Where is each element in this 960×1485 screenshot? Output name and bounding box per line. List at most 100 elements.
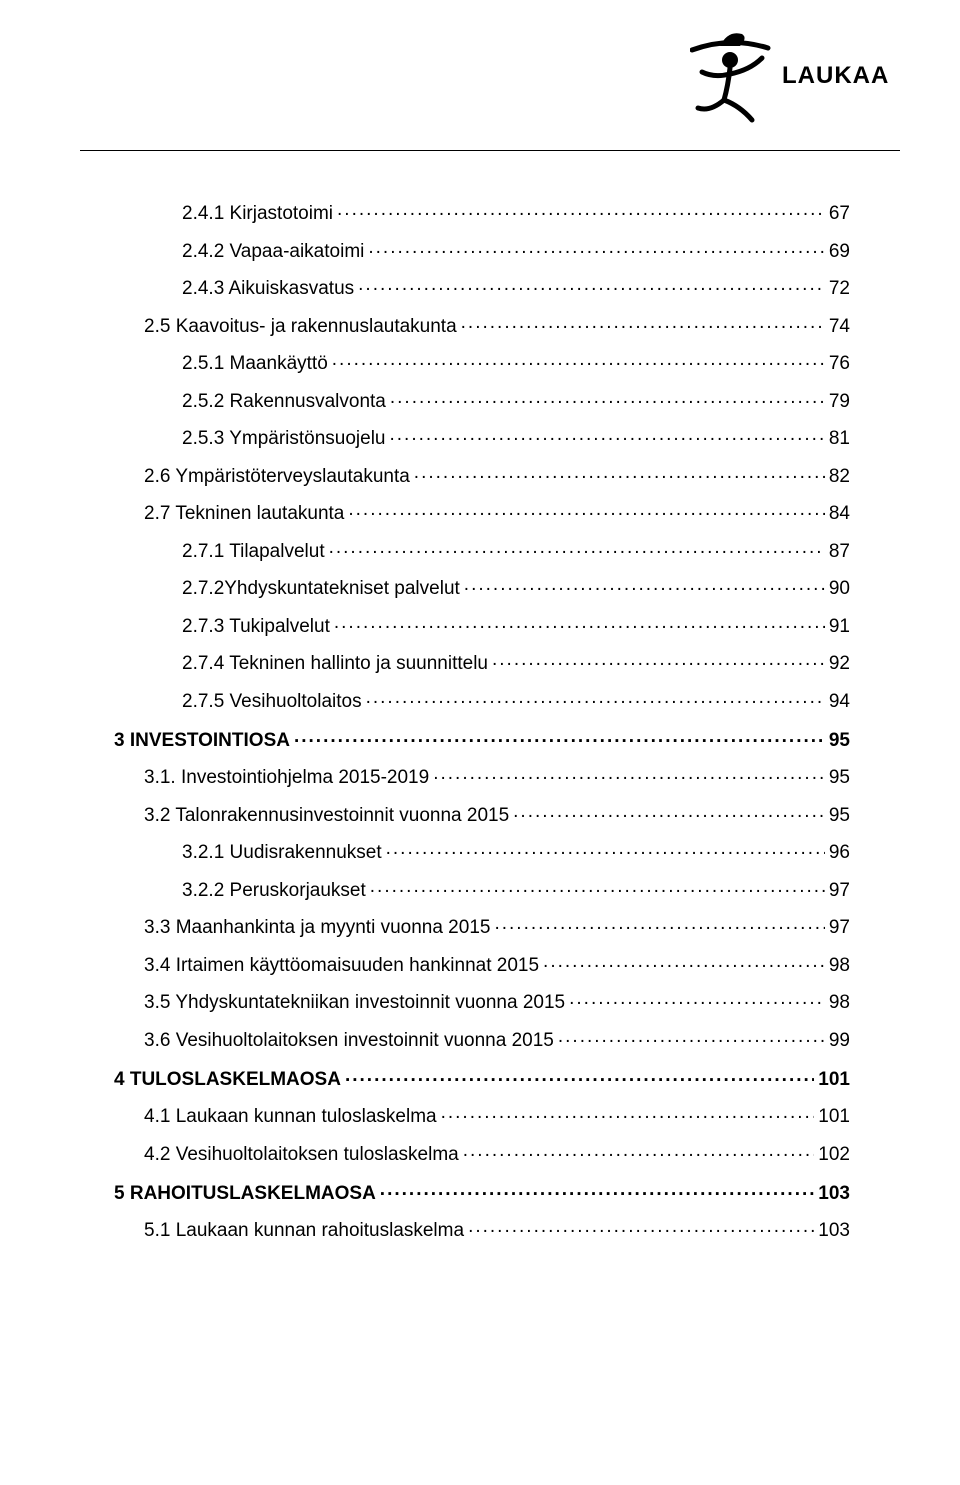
toc-leader-dots xyxy=(332,350,825,369)
toc-entry-label: 3.2 Talonrakennusinvestoinnit vuonna 201… xyxy=(144,806,509,825)
toc-entry: 2.4.2 Vapaa-aikatoimi69 xyxy=(182,238,850,261)
toc-entry-label: 2.7.3 Tukipalvelut xyxy=(182,617,330,636)
toc-entry-label: 2.7.4 Tekninen hallinto ja suunnittelu xyxy=(182,654,488,673)
toc-entry: 5.1 Laukaan kunnan rahoituslaskelma 103 xyxy=(144,1217,850,1240)
toc-leader-dots xyxy=(441,1103,815,1122)
toc-entry-label: 2.4.3 Aikuiskasvatus xyxy=(182,279,354,298)
toc-entry-page: 98 xyxy=(829,993,850,1012)
toc-entry-label: 2.7.1 Tilapalvelut xyxy=(182,542,325,561)
toc-entry: 3.6 Vesihuoltolaitoksen investoinnit vuo… xyxy=(144,1027,850,1050)
toc-entry-label: 3.4 Irtaimen käyttöomaisuuden hankinnat … xyxy=(144,956,539,975)
toc-entry-page: 97 xyxy=(829,918,850,937)
toc-entry-label: 5.1 Laukaan kunnan rahoituslaskelma xyxy=(144,1221,464,1240)
toc-entry-page: 101 xyxy=(818,1070,850,1089)
toc-entry-label: 2.5 Kaavoitus- ja rakennuslautakunta xyxy=(144,317,457,336)
toc-entry: 2.7.4 Tekninen hallinto ja suunnittelu 92 xyxy=(182,650,850,673)
toc-entry-page: 103 xyxy=(818,1184,850,1203)
toc-entry-page: 79 xyxy=(829,392,850,411)
toc-leader-dots xyxy=(390,388,825,407)
toc-leader-dots xyxy=(513,802,825,821)
table-of-contents: 2.4.1 Kirjastotoimi672.4.2 Vapaa-aikatoi… xyxy=(114,200,850,1255)
toc-entry: 2.4.3 Aikuiskasvatus 72 xyxy=(182,275,850,298)
toc-entry-page: 95 xyxy=(829,806,850,825)
toc-entry: 2.7.5 Vesihuoltolaitos 94 xyxy=(182,688,850,711)
toc-entry-label: 2.5.1 Maankäyttö xyxy=(182,354,328,373)
toc-leader-dots xyxy=(558,1027,825,1046)
toc-leader-dots xyxy=(414,463,825,482)
toc-entry-label: 2.7.5 Vesihuoltolaitos xyxy=(182,692,362,711)
toc-entry: 3.3 Maanhankinta ja myynti vuonna 2015 97 xyxy=(144,914,850,937)
toc-leader-dots xyxy=(294,727,825,746)
toc-entry-page: 95 xyxy=(829,731,850,750)
toc-entry: 3 INVESTOINTIOSA 95 xyxy=(114,727,850,750)
toc-entry: 2.5.1 Maankäyttö 76 xyxy=(182,350,850,373)
toc-entry: 2.6 Ympäristöterveyslautakunta 82 xyxy=(144,463,850,486)
toc-entry-label: 2.7.2Yhdyskuntatekniset palvelut xyxy=(182,579,460,598)
toc-entry-label: 2.4.2 Vapaa-aikatoimi xyxy=(182,242,364,261)
toc-entry-label: 3.5 Yhdyskuntatekniikan investoinnit vuo… xyxy=(144,993,565,1012)
toc-entry-label: 3.2.1 Uudisrakennukset xyxy=(182,843,382,862)
toc-entry: 5 RAHOITUSLASKELMAOSA 103 xyxy=(114,1180,850,1203)
toc-entry: 2.5.2 Rakennusvalvonta 79 xyxy=(182,388,850,411)
toc-leader-dots xyxy=(345,1066,814,1085)
toc-leader-dots xyxy=(358,275,825,294)
toc-entry: 4.2 Vesihuoltolaitoksen tuloslaskelma 102 xyxy=(144,1141,850,1164)
toc-leader-dots xyxy=(334,613,825,632)
toc-entry-label: 3.2.2 Peruskorjaukset xyxy=(182,881,366,900)
toc-leader-dots xyxy=(337,200,825,219)
toc-entry-page: 96 xyxy=(829,843,850,862)
toc-leader-dots xyxy=(494,914,824,933)
toc-leader-dots xyxy=(368,238,824,257)
toc-entry-page: 67 xyxy=(829,204,850,223)
toc-entry-page: 82 xyxy=(829,467,850,486)
toc-entry-label: 2.5.2 Rakennusvalvonta xyxy=(182,392,386,411)
toc-leader-dots xyxy=(461,313,825,332)
toc-entry-page: 81 xyxy=(829,429,850,448)
toc-entry: 3.2.2 Peruskorjaukset 97 xyxy=(182,877,850,900)
toc-entry: 4.1 Laukaan kunnan tuloslaskelma 101 xyxy=(144,1103,850,1126)
toc-entry: 4 TULOSLASKELMAOSA 101 xyxy=(114,1066,850,1089)
toc-entry-page: 102 xyxy=(818,1145,850,1164)
toc-entry-page: 101 xyxy=(818,1107,850,1126)
toc-entry: 3.4 Irtaimen käyttöomaisuuden hankinnat … xyxy=(144,952,850,975)
toc-leader-dots xyxy=(366,688,825,707)
toc-leader-dots xyxy=(386,839,825,858)
toc-entry-label: 4.1 Laukaan kunnan tuloslaskelma xyxy=(144,1107,437,1126)
toc-leader-dots xyxy=(569,989,825,1008)
toc-entry-page: 97 xyxy=(829,881,850,900)
toc-entry-page: 72 xyxy=(829,279,850,298)
toc-leader-dots xyxy=(492,650,825,669)
toc-entry-label: 4.2 Vesihuoltolaitoksen tuloslaskelma xyxy=(144,1145,459,1164)
toc-entry: 3.2 Talonrakennusinvestoinnit vuonna 201… xyxy=(144,802,850,825)
toc-entry-page: 76 xyxy=(829,354,850,373)
toc-leader-dots xyxy=(463,1141,815,1160)
toc-entry-page: 92 xyxy=(829,654,850,673)
toc-entry-label: 3 INVESTOINTIOSA xyxy=(114,731,290,750)
toc-leader-dots xyxy=(348,500,824,519)
toc-entry-label: 3.3 Maanhankinta ja myynti vuonna 2015 xyxy=(144,918,490,937)
toc-entry: 2.7.1 Tilapalvelut 87 xyxy=(182,538,850,561)
toc-entry-label: 4 TULOSLASKELMAOSA xyxy=(114,1070,341,1089)
toc-entry-label: 5 RAHOITUSLASKELMAOSA xyxy=(114,1184,376,1203)
toc-entry-page: 84 xyxy=(829,504,850,523)
toc-leader-dots xyxy=(370,877,825,896)
toc-entry-page: 103 xyxy=(818,1221,850,1240)
toc-leader-dots xyxy=(433,764,825,783)
toc-entry: 3.2.1 Uudisrakennukset 96 xyxy=(182,839,850,862)
toc-leader-dots xyxy=(468,1217,814,1236)
toc-entry-page: 87 xyxy=(829,542,850,561)
toc-entry-page: 91 xyxy=(829,617,850,636)
toc-entry-page: 98 xyxy=(829,956,850,975)
toc-entry: 3.1. Investointiohjelma 2015-201995 xyxy=(144,764,850,787)
toc-entry: 2.5.3 Ympäristönsuojelu 81 xyxy=(182,425,850,448)
header-divider xyxy=(80,150,900,151)
toc-entry-page: 99 xyxy=(829,1031,850,1050)
toc-entry-label: 2.7 Tekninen lautakunta xyxy=(144,504,344,523)
toc-entry-label: 2.6 Ympäristöterveyslautakunta xyxy=(144,467,410,486)
toc-entry-page: 94 xyxy=(829,692,850,711)
toc-entry-label: 2.5.3 Ympäristönsuojelu xyxy=(182,429,386,448)
toc-leader-dots xyxy=(464,575,825,594)
toc-entry: 2.7.3 Tukipalvelut 91 xyxy=(182,613,850,636)
toc-entry: 3.5 Yhdyskuntatekniikan investoinnit vuo… xyxy=(144,989,850,1012)
toc-leader-dots xyxy=(329,538,825,557)
